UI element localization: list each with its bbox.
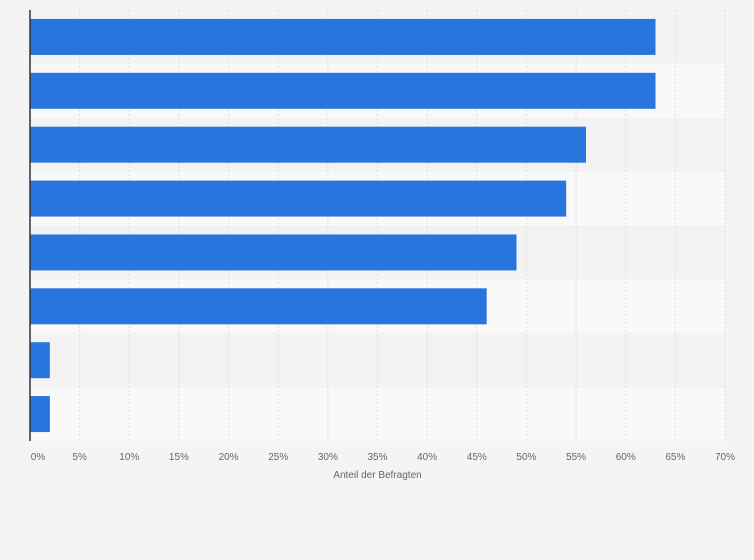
x-tick-label: 15% bbox=[169, 452, 189, 463]
x-tick-label: 0% bbox=[31, 452, 46, 463]
x-tick-label: 30% bbox=[318, 452, 338, 463]
bar bbox=[30, 180, 567, 217]
x-axis-title: Anteil der Befragten bbox=[333, 470, 421, 481]
x-tick-label: 65% bbox=[665, 452, 685, 463]
x-tick-label: 10% bbox=[119, 452, 139, 463]
x-tick-label: 55% bbox=[566, 452, 586, 463]
x-tick-label: 70% bbox=[715, 452, 735, 463]
x-tick-label: 5% bbox=[72, 452, 87, 463]
x-tick-label: 25% bbox=[268, 452, 288, 463]
bar bbox=[30, 396, 50, 433]
x-tick-label: 40% bbox=[417, 452, 437, 463]
bars bbox=[30, 18, 656, 433]
x-axis-ticks: 0% 5% 10% 15% 20% 25% 30% 35% 40% 45% 50% 55% 60% 65%… bbox=[31, 452, 735, 463]
x-tick-label: 60% bbox=[616, 452, 636, 463]
bar bbox=[30, 234, 517, 271]
bar bbox=[30, 288, 487, 325]
bar bbox=[30, 18, 656, 55]
x-tick-label: 20% bbox=[219, 452, 239, 463]
bar bbox=[30, 126, 586, 163]
bar bbox=[30, 342, 50, 379]
x-tick-label: 45% bbox=[467, 452, 487, 463]
bar bbox=[30, 72, 656, 109]
x-tick-label: 35% bbox=[367, 452, 387, 463]
x-tick-label: 50% bbox=[516, 452, 536, 463]
